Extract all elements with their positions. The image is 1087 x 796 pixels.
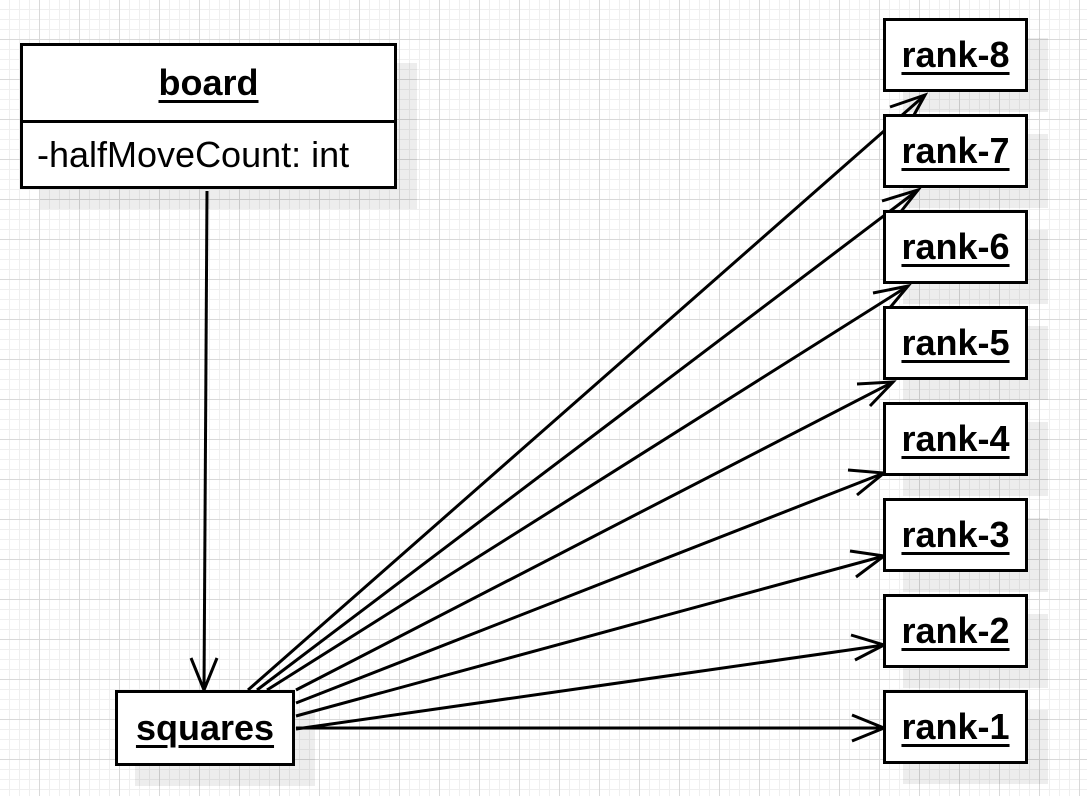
rank-3-label: rank-3 [901,514,1010,555]
rank-7-box[interactable]: rank-7 [883,114,1028,188]
rank-8-label: rank-8 [901,34,1010,75]
edge-squares-rank-1[interactable] [296,713,888,743]
rank-3-box[interactable]: rank-3 [883,498,1028,572]
edge-squares-rank-7[interactable] [256,187,923,692]
squares-object-box[interactable]: squares [115,690,295,766]
rank-8-box[interactable]: rank-8 [883,18,1028,92]
edge-squares-rank-4[interactable] [295,468,888,705]
rank-6-label: rank-6 [901,226,1010,267]
rank-2-box[interactable]: rank-2 [883,594,1028,668]
edge-squares-rank-5[interactable] [295,380,897,692]
edge-board-squares[interactable] [189,190,219,694]
rank-4-label: rank-4 [901,418,1010,459]
board-title: board [23,46,394,123]
rank-6-box[interactable]: rank-6 [883,210,1028,284]
squares-title: squares [135,707,275,748]
rank-5-label: rank-5 [901,322,1010,363]
board-class-box[interactable]: board -halfMoveCount: int [20,43,397,189]
rank-4-box[interactable]: rank-4 [883,402,1028,476]
edge-squares-rank-6[interactable] [266,283,912,692]
edge-squares-rank-3[interactable] [295,549,888,718]
edge-squares-rank-2[interactable] [295,633,888,731]
rank-7-label: rank-7 [901,130,1010,171]
rank-5-box[interactable]: rank-5 [883,306,1028,380]
board-attribute-halfmovecount: -halfMoveCount: int [37,134,350,175]
rank-2-label: rank-2 [901,610,1010,651]
rank-1-box[interactable]: rank-1 [883,690,1028,764]
rank-1-label: rank-1 [901,706,1010,747]
